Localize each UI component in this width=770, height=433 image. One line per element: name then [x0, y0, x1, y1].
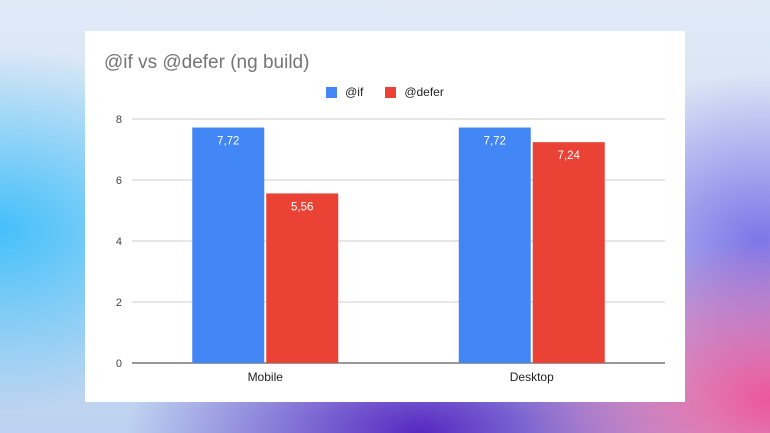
- bar-desktop-defer: [532, 142, 605, 363]
- data-label: 7,72: [484, 136, 506, 148]
- legend-item-if[interactable]: @if: [326, 85, 363, 99]
- data-label: 5,56: [291, 201, 313, 213]
- data-label: 7,72: [217, 136, 239, 148]
- bar-mobile-defer: [266, 193, 339, 363]
- x-category-label: Mobile: [248, 370, 284, 384]
- chart-card: @if vs @defer (ng build) @if @defer 0 2 4 6…: [85, 31, 685, 402]
- legend-label-if: @if: [345, 85, 364, 99]
- legend: @if @defer: [85, 85, 685, 99]
- bar-desktop-if: [458, 127, 531, 363]
- y-tick-label: 8: [116, 114, 122, 126]
- legend-label-defer: @defer: [404, 85, 444, 99]
- y-tick-label: 4: [116, 236, 122, 248]
- y-tick-label: 2: [116, 297, 122, 309]
- bar-mobile-if: [192, 127, 265, 363]
- legend-item-defer[interactable]: @defer: [385, 85, 444, 99]
- y-tick-label: 6: [116, 175, 122, 187]
- chart-title: @if vs @defer (ng build): [104, 52, 310, 73]
- y-tick-label: 0: [116, 358, 122, 370]
- legend-swatch-if: [326, 86, 338, 98]
- legend-swatch-defer: [385, 86, 397, 98]
- bar-chart-plot: 0 2 4 6 8 7,72 5,56 Mobile 7,72 7,24 Desktop: [116, 114, 665, 384]
- x-category-label: Desktop: [510, 370, 554, 384]
- data-label: 7,24: [558, 150, 581, 162]
